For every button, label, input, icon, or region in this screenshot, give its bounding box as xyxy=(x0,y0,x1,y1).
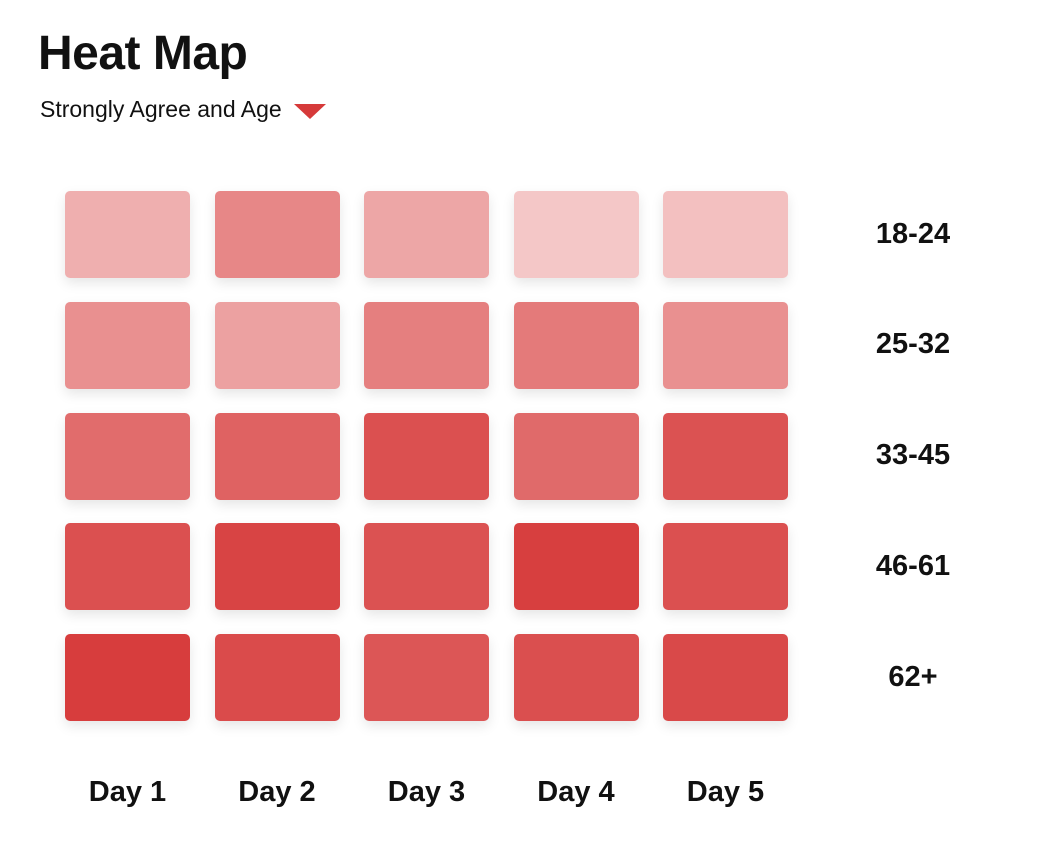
subtitle-dropdown[interactable]: Strongly Agree and Age xyxy=(40,96,326,123)
heatmap-cell xyxy=(65,191,190,278)
heatmap-cell xyxy=(364,191,489,278)
heatmap-cell xyxy=(663,412,788,500)
subtitle-label: Strongly Agree and Age xyxy=(40,96,282,122)
heatmap-cell xyxy=(663,301,788,389)
heatmap-cell xyxy=(65,523,190,611)
heatmap-cell xyxy=(513,412,639,500)
caret-down-icon[interactable] xyxy=(293,103,326,119)
heatmap-cell xyxy=(214,301,340,389)
heatmap-cell xyxy=(214,412,340,500)
heatmap-cell xyxy=(65,412,190,500)
heatmap-cell xyxy=(214,191,340,278)
column-label: Day 5 xyxy=(686,776,765,808)
heatmap-cell xyxy=(513,523,639,611)
heatmap-cell xyxy=(663,523,788,611)
column-label: Day 1 xyxy=(88,776,167,808)
heatmap-cell xyxy=(65,301,190,389)
row-label: 33-45 xyxy=(875,439,951,471)
heatmap-cell xyxy=(513,191,639,278)
heatmap-cell xyxy=(663,634,788,721)
heatmap-cell xyxy=(214,523,340,611)
column-label: Day 3 xyxy=(387,776,466,808)
column-label: Day 4 xyxy=(537,776,615,808)
row-label: 62+ xyxy=(888,660,938,693)
heatmap-cell xyxy=(364,634,489,721)
row-label: 46-61 xyxy=(875,549,951,582)
heatmap-cell xyxy=(364,412,489,500)
column-label: Day 2 xyxy=(238,776,316,808)
heatmap-cell xyxy=(663,191,788,278)
heatmap-cell xyxy=(364,523,489,611)
heatmap-cell xyxy=(513,301,639,389)
heatmap-cell xyxy=(364,301,489,389)
page-title: Heat Map xyxy=(38,27,248,80)
row-label: 25-32 xyxy=(875,328,951,361)
row-label: 18-24 xyxy=(875,217,951,250)
heatmap-cell xyxy=(214,634,340,721)
heatmap-cell xyxy=(65,634,190,721)
heatmap-cell xyxy=(513,634,639,721)
